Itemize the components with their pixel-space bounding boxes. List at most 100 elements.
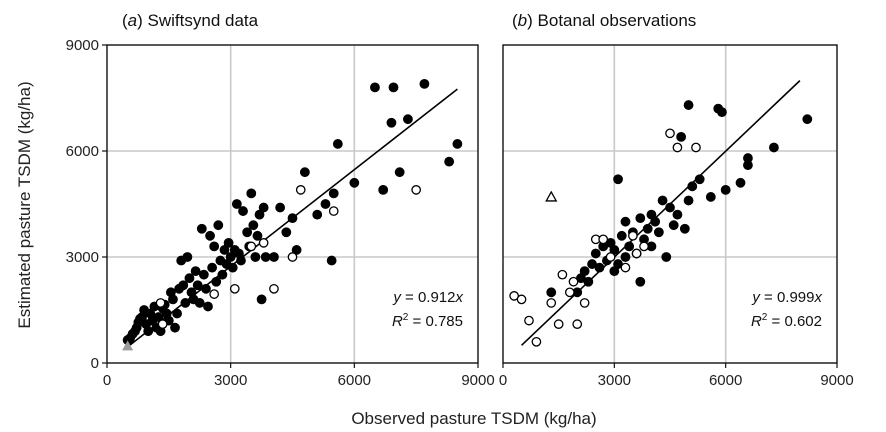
data-point (642, 223, 653, 234)
data-point (564, 287, 575, 298)
data-point (170, 322, 180, 333)
data-point (694, 174, 705, 185)
data-point (631, 248, 642, 259)
data-point (653, 227, 664, 238)
data-point (620, 252, 631, 262)
series-filled-circle (546, 100, 813, 298)
data-point (444, 156, 455, 167)
data-point (332, 139, 343, 149)
data-point (605, 252, 616, 262)
data-point (613, 174, 623, 185)
data-point (209, 289, 220, 299)
data-point (246, 188, 257, 199)
data-point (452, 139, 463, 149)
data-point (665, 202, 675, 213)
data-point (598, 234, 609, 245)
data-point (250, 252, 261, 262)
data-point (207, 262, 218, 273)
data-point (217, 269, 228, 280)
data-point (203, 301, 213, 312)
data-point (583, 276, 594, 287)
fit-line (521, 80, 801, 346)
panel-a: 0 3000 6000 9000 0 3000 6000 9000 (a) Swiftsynd … (66, 11, 495, 389)
data-point (687, 181, 698, 192)
data-point (238, 206, 248, 216)
y-tick-label: 9000 (66, 37, 99, 54)
series-filled-circle (122, 78, 463, 345)
data-point (568, 276, 579, 287)
plot-frame (106, 44, 479, 364)
x-tick-label: 9000 (820, 372, 853, 389)
series-open-circle (155, 185, 422, 329)
data-point (260, 252, 271, 262)
data-point (182, 252, 193, 262)
data-point (657, 195, 668, 206)
x-tick-label: 9000 (461, 372, 494, 389)
data-point (394, 167, 405, 178)
data-point (328, 188, 339, 199)
data-point (236, 255, 246, 266)
data-point (388, 82, 399, 93)
data-point (256, 294, 267, 305)
y-tick-label: 0 (91, 355, 99, 372)
data-point (635, 213, 646, 224)
data-point (620, 216, 631, 227)
data-point (668, 220, 679, 231)
data-point (672, 209, 683, 220)
data-point (720, 184, 731, 195)
data-point (246, 241, 257, 252)
data-point (349, 177, 360, 188)
data-point (531, 336, 542, 347)
data-point (579, 266, 590, 277)
data-point (180, 298, 191, 308)
data-point (628, 230, 638, 241)
data-point (269, 252, 279, 262)
data-point (679, 223, 690, 234)
series-open-circle (509, 128, 701, 347)
data-point (178, 280, 189, 291)
data-point (198, 269, 209, 280)
data-point (683, 100, 694, 110)
data-point (616, 230, 627, 241)
data-point (717, 107, 727, 118)
x-axis-label: Observed pasture TSDM (kg/ha) (351, 409, 596, 428)
data-point (172, 308, 182, 319)
data-point (143, 326, 154, 337)
data-point (683, 195, 694, 206)
data-point (546, 298, 557, 308)
data-point (328, 206, 339, 216)
data-point (524, 315, 534, 326)
data-point (258, 202, 269, 213)
data-point (691, 142, 701, 153)
data-point (168, 294, 178, 305)
panel-title: (a) Swiftsynd data (122, 11, 259, 30)
plot-frame (502, 44, 838, 364)
data-point (281, 227, 292, 238)
data-point (661, 252, 672, 262)
data-point (411, 185, 422, 195)
r-squared: R2 = 0.785 (392, 312, 463, 330)
data-point (287, 213, 298, 224)
series-triangle (122, 340, 134, 351)
data-point (229, 283, 240, 294)
data-point (242, 227, 253, 238)
data-point (295, 185, 306, 195)
data-point (122, 340, 134, 351)
series-open-triangle (545, 190, 558, 202)
data-point (370, 82, 380, 93)
data-point (378, 184, 389, 195)
data-point (184, 273, 195, 284)
data-point (320, 199, 331, 209)
data-point (553, 319, 564, 329)
r-squared: R2 = 0.602 (751, 312, 822, 330)
data-point (579, 298, 590, 308)
data-point (201, 283, 211, 294)
data-point (275, 202, 286, 213)
x-tick-label: 6000 (709, 372, 742, 389)
data-point (650, 216, 661, 227)
data-point (196, 223, 207, 234)
data-point (639, 241, 649, 252)
data-point (312, 209, 323, 220)
data-point (545, 190, 558, 202)
